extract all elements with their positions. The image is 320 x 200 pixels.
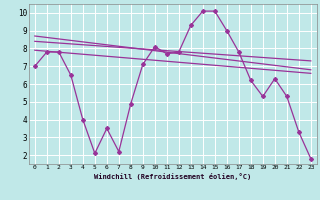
X-axis label: Windchill (Refroidissement éolien,°C): Windchill (Refroidissement éolien,°C) <box>94 173 252 180</box>
